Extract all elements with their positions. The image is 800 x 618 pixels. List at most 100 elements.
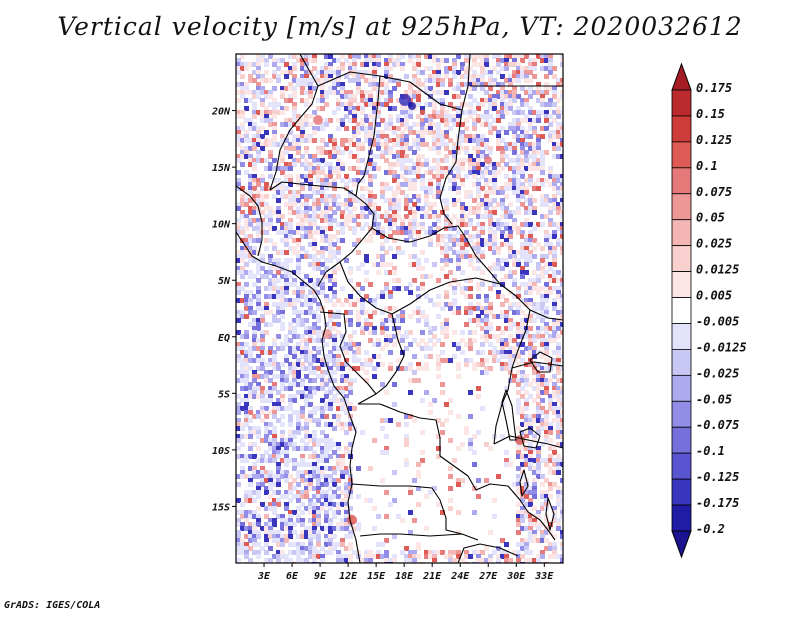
field-cell <box>320 282 325 287</box>
field-cell <box>476 246 481 251</box>
field-cell <box>440 166 445 171</box>
field-cell <box>436 366 441 371</box>
field-cell <box>460 338 465 343</box>
field-cell <box>408 490 413 495</box>
field-cell <box>496 94 501 99</box>
field-cell <box>380 134 385 139</box>
field-cell <box>280 70 285 75</box>
field-cell <box>312 86 317 91</box>
field-cell <box>516 126 521 131</box>
field-cell <box>428 130 433 135</box>
field-cell <box>440 510 445 515</box>
field-cell <box>412 478 417 483</box>
field-cell <box>412 74 417 79</box>
field-cell <box>508 354 513 359</box>
field-cell <box>440 550 445 555</box>
field-cell <box>276 190 281 195</box>
field-cell <box>252 134 257 139</box>
field-cell <box>256 326 261 331</box>
field-cell <box>272 366 277 371</box>
field-cell <box>324 74 329 79</box>
field-cell <box>380 102 385 107</box>
field-cell <box>344 90 349 95</box>
field-cell <box>256 434 261 439</box>
field-cell <box>348 198 353 203</box>
field-cell <box>468 302 473 307</box>
field-cell <box>552 110 557 115</box>
field-cell <box>416 70 421 75</box>
field-cell <box>296 542 301 547</box>
field-cell <box>428 554 433 559</box>
field-cell <box>476 306 481 311</box>
field-cell <box>244 222 249 227</box>
field-cell <box>308 234 313 239</box>
field-cell <box>268 350 273 355</box>
field-cell <box>332 210 337 215</box>
field-cell <box>344 222 349 227</box>
field-cell <box>376 294 381 299</box>
field-cell <box>276 450 281 455</box>
field-cell <box>408 510 413 515</box>
field-cell <box>292 362 297 367</box>
field-cell <box>456 218 461 223</box>
field-cell <box>312 242 317 247</box>
field-cell <box>448 114 453 119</box>
field-cell <box>248 354 253 359</box>
field-cell <box>500 294 505 299</box>
field-cell <box>368 150 373 155</box>
field-cell <box>524 422 529 427</box>
field-cell <box>280 414 285 419</box>
field-cell <box>264 182 269 187</box>
field-cell <box>312 218 317 223</box>
field-cell <box>528 178 533 183</box>
field-cell <box>552 118 557 123</box>
field-cell <box>316 554 321 559</box>
field-cell <box>236 510 241 515</box>
field-cell <box>336 422 341 427</box>
field-cell <box>544 114 549 119</box>
field-cell <box>448 178 453 183</box>
field-cell <box>336 78 341 83</box>
field-cell <box>300 174 305 179</box>
field-cell <box>404 558 409 563</box>
field-cell <box>344 506 349 511</box>
field-cell <box>284 534 289 539</box>
field-cell <box>508 250 513 255</box>
field-cell <box>276 142 281 147</box>
field-cell <box>356 146 361 151</box>
field-cell <box>372 326 377 331</box>
field-cell <box>236 230 241 235</box>
field-cell <box>524 298 529 303</box>
field-cell <box>440 198 445 203</box>
field-cell <box>520 74 525 79</box>
field-cell <box>448 550 453 555</box>
field-cell <box>536 302 541 307</box>
field-cell <box>436 302 441 307</box>
field-cell <box>252 138 257 143</box>
field-cell <box>248 178 253 183</box>
field-cell <box>512 110 517 115</box>
field-cell <box>324 70 329 75</box>
field-cell <box>272 158 277 163</box>
field-cell <box>360 62 365 67</box>
field-cell <box>236 330 241 335</box>
field-cell <box>248 158 253 163</box>
field-cell <box>472 462 477 467</box>
field-cell <box>280 522 285 527</box>
field-cell <box>288 382 293 387</box>
field-cell <box>296 334 301 339</box>
field-cell <box>532 286 537 291</box>
field-cell <box>512 190 517 195</box>
field-cell <box>436 166 441 171</box>
field-cell <box>312 358 317 363</box>
field-cell <box>456 250 461 255</box>
field-cell <box>408 558 413 563</box>
field-cell <box>396 514 401 519</box>
field-cell <box>396 182 401 187</box>
field-cell <box>244 554 249 559</box>
field-cell <box>520 186 525 191</box>
field-cell <box>492 346 497 351</box>
field-cell <box>336 542 341 547</box>
field-cell <box>240 246 245 251</box>
field-cell <box>504 550 509 555</box>
